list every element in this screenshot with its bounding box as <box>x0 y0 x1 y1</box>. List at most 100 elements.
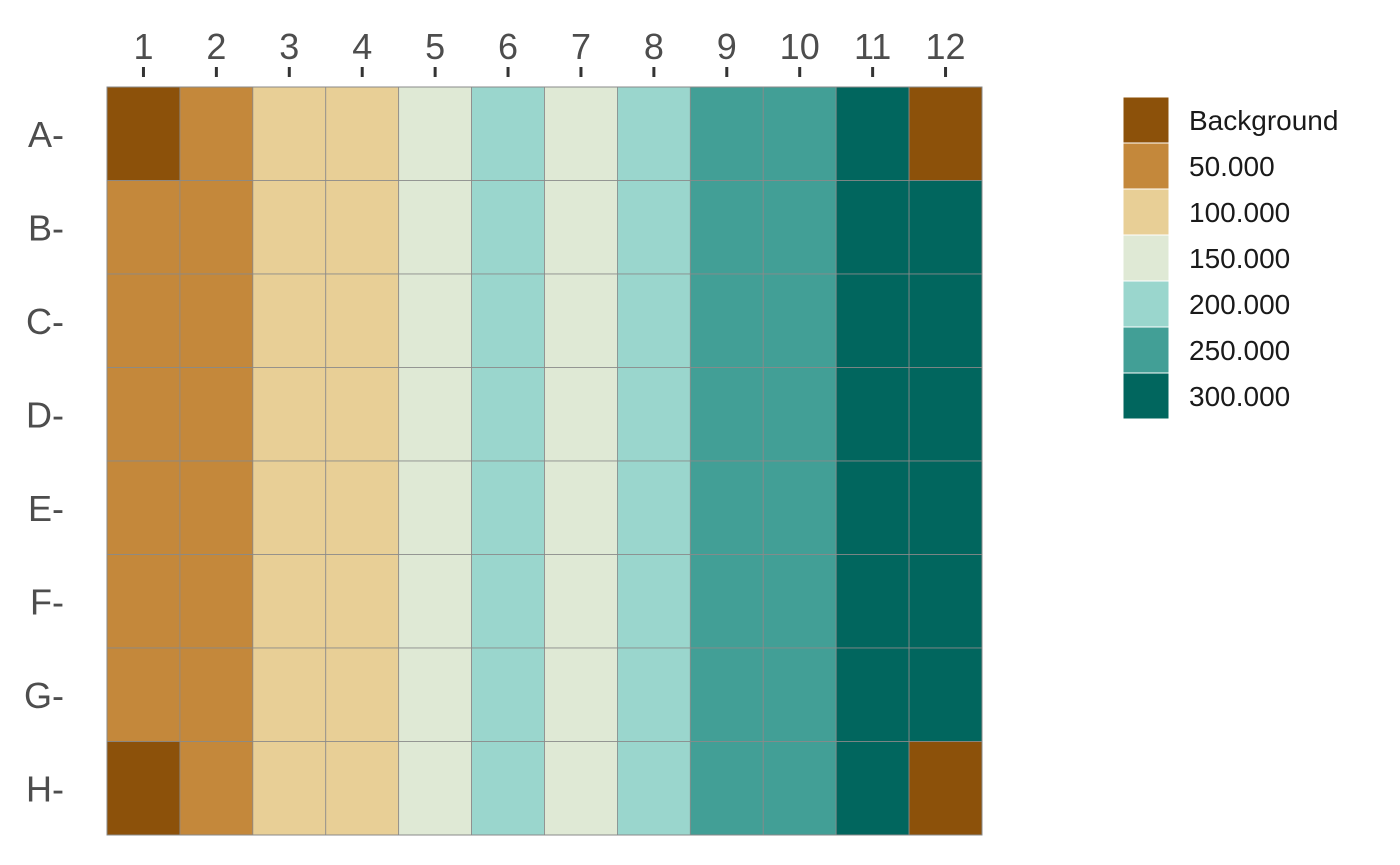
heatmap-cell <box>471 180 545 275</box>
heatmap-cell <box>471 367 545 462</box>
heatmap-cell <box>398 460 472 555</box>
heatmap-cell <box>762 554 837 649</box>
heatmap-cell <box>471 460 545 555</box>
row-tick-label: C- <box>26 301 64 342</box>
heatmap-cell <box>835 460 910 555</box>
legend-label: Background <box>1189 105 1338 136</box>
heatmap-cell <box>106 273 181 368</box>
heatmap-cell <box>471 741 545 836</box>
heatmap-cell <box>835 86 910 181</box>
heatmap-cell <box>252 86 327 181</box>
legend-swatch <box>1122 326 1170 374</box>
heatmap-cell <box>106 460 181 555</box>
heatmap-cell <box>325 180 400 275</box>
heatmap-cell <box>689 460 764 555</box>
column-tick-label: 8 <box>644 26 664 67</box>
legend-label: 200.000 <box>1189 289 1290 320</box>
heatmap-cell <box>325 741 400 836</box>
column-tick-label: 1 <box>133 26 153 67</box>
heatmap-cell <box>325 273 400 368</box>
heatmap-cell <box>689 273 764 368</box>
heatmap-cell <box>471 273 545 368</box>
heatmap-cell <box>106 647 181 742</box>
heatmap-cell <box>398 86 472 181</box>
heatmap-cell <box>544 367 618 462</box>
column-tick-label: 6 <box>498 26 518 67</box>
heatmap-cell <box>617 460 691 555</box>
heatmap-cell <box>398 180 472 275</box>
heatmap-cell <box>252 647 327 742</box>
heatmap-cell <box>762 86 837 181</box>
heatmap-cell <box>689 367 764 462</box>
heatmap-cell <box>544 273 618 368</box>
legend-label: 150.000 <box>1189 243 1290 274</box>
heatmap-cell <box>252 367 327 462</box>
row-tick-label: E- <box>28 488 64 529</box>
legend-label: 50.000 <box>1189 151 1275 182</box>
heatmap-cell <box>471 86 545 181</box>
plot-border <box>106 86 983 836</box>
heatmap-cell <box>398 647 472 742</box>
heatmap-cell <box>762 367 837 462</box>
heatmap-cell <box>908 647 983 742</box>
legend-swatch <box>1122 142 1170 190</box>
heatmap-cell <box>835 180 910 275</box>
heatmap-cell <box>689 180 764 275</box>
heatmap-cell <box>762 460 837 555</box>
heatmap-cell <box>179 460 254 555</box>
heatmap-cell <box>179 647 254 742</box>
heatmap-cell <box>617 647 691 742</box>
legend-label: 100.000 <box>1189 197 1290 228</box>
column-tick-label: 10 <box>780 26 820 67</box>
heatmap-cell <box>179 367 254 462</box>
heatmap-cell <box>689 554 764 649</box>
heatmap-cells <box>106 86 983 836</box>
legend-swatch <box>1122 372 1170 420</box>
column-tick-label: 2 <box>206 26 226 67</box>
row-tick-label: A- <box>28 114 64 155</box>
heatmap-cell <box>544 741 618 836</box>
row-tick-label: F- <box>30 581 64 622</box>
legend-label: 250.000 <box>1189 335 1290 366</box>
heatmap-cell <box>689 647 764 742</box>
column-tick-label: 3 <box>279 26 299 67</box>
row-tick-label: B- <box>28 207 64 248</box>
heatmap-cell <box>908 180 983 275</box>
heatmap-cell <box>835 741 910 836</box>
heatmap-cell <box>398 741 472 836</box>
row-tick-labels: A- B- C- D- E- F- G- H- <box>24 114 64 810</box>
heatmap-cell <box>252 460 327 555</box>
legend: Background 50.000 100.000 150.000 200.000 250… <box>1122 96 1338 420</box>
heatmap-cell <box>544 647 618 742</box>
heatmap-cell <box>617 741 691 836</box>
heatmap-cell <box>325 86 400 181</box>
heatmap-cell <box>179 273 254 368</box>
heatmap-cell <box>689 86 764 181</box>
column-tick-label: 4 <box>352 26 372 67</box>
heatmap-cell <box>325 554 400 649</box>
heatmap-cell <box>544 460 618 555</box>
column-tick-labels: 1 2 3 4 5 6 7 8 9 10 11 12 <box>133 26 966 77</box>
heatmap-cell <box>762 647 837 742</box>
heatmap-cell <box>179 741 254 836</box>
heatmap-cell <box>689 741 764 836</box>
row-tick-label: D- <box>26 394 64 435</box>
heatmap-cell <box>908 741 983 836</box>
heatmap-cell <box>252 554 327 649</box>
heatmap-cell <box>908 86 983 181</box>
heatmap-cell <box>908 273 983 368</box>
column-tick-label: 7 <box>571 26 591 67</box>
heatmap-cell <box>106 554 181 649</box>
heatmap-cell <box>835 367 910 462</box>
heatmap-cell <box>471 554 545 649</box>
heatmap-cell <box>106 367 181 462</box>
legend-swatch <box>1122 188 1170 236</box>
heatmap-cell <box>179 86 254 181</box>
heatmap-cell <box>617 86 691 181</box>
legend-swatch <box>1122 280 1170 328</box>
heatmap-cell <box>835 554 910 649</box>
heatmap-cell <box>544 554 618 649</box>
legend-label: 300.000 <box>1189 381 1290 412</box>
heatmap-cell <box>106 741 181 836</box>
